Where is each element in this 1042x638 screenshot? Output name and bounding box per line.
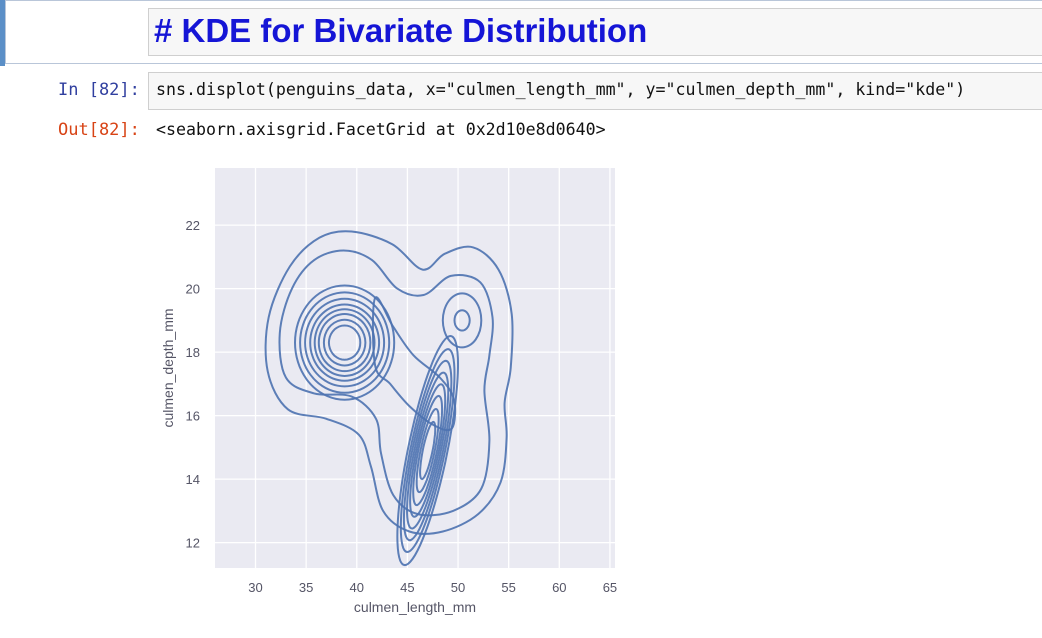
y-tick-label: 22 [186,218,200,233]
x-tick-label: 40 [350,580,364,595]
x-axis-label: culmen_length_mm [354,599,476,615]
kde-contour-line [322,318,367,367]
kde-contour-line [327,324,362,361]
kde-contour-line [402,359,453,542]
y-tick-label: 16 [186,409,200,424]
y-tick-label: 14 [186,472,200,487]
kde-contour-line [313,308,376,377]
kde-contour-line [419,420,437,481]
y-tick-label: 18 [186,345,200,360]
input-prompt: In [82]: [58,80,140,100]
y-tick-labels: 12 14 16 18 20 22 [186,218,200,550]
kde-contour-line [415,407,440,494]
kde-contour-line [264,230,514,535]
kde-plot: 30 35 40 45 50 55 60 65 12 14 16 18 20 22 culmen_len… [150,158,630,633]
y-tick-label: 12 [186,536,200,551]
kde-contour-line [399,348,456,553]
plot-area [215,168,615,568]
kde-contour-line [409,383,447,518]
output-prompt: Out[82]: [58,120,140,140]
kde-plot-svg: 30 35 40 45 50 55 60 65 12 14 16 18 20 22 culmen_len… [160,168,617,615]
x-tick-label: 50 [451,580,465,595]
markdown-heading-source[interactable]: # KDE for Bivariate Distribution [154,12,648,49]
cell-selection-bar [0,0,5,66]
x-tick-label: 45 [400,580,414,595]
kde-contour-line [293,284,396,401]
kde-contour-line [278,249,494,517]
kde-contour-line [317,313,372,373]
markdown-cell[interactable]: # KDE for Bivariate Distribution [0,0,1042,66]
code-source[interactable]: sns.displot(penguins_data, x="culmen_len… [156,80,966,99]
kde-contours [264,230,514,567]
cell-selection-frame [5,0,1042,64]
kde-contour-line [453,309,471,332]
code-input-area[interactable] [148,72,1042,110]
x-tick-label: 30 [248,580,262,595]
kde-contour-line [371,296,457,432]
y-tick-label: 20 [186,282,200,297]
kde-contour-line [299,291,391,394]
x-tick-label: 65 [603,580,617,595]
x-tick-label: 55 [501,580,515,595]
x-tick-label: 35 [299,580,313,595]
kde-contour-line [412,394,444,507]
x-tick-label: 60 [552,580,566,595]
y-axis-label: culmen_depth_mm [160,308,176,427]
kde-contour-line [304,297,386,388]
kde-contour-line [441,292,483,349]
x-tick-labels: 30 35 40 45 50 55 60 65 [248,580,617,595]
kde-contour-line [406,371,450,530]
kde-contour-line [309,303,381,382]
markdown-editor[interactable] [148,8,1042,56]
output-text: <seaborn.axisgrid.FacetGrid at 0x2d10e8d… [156,120,606,139]
